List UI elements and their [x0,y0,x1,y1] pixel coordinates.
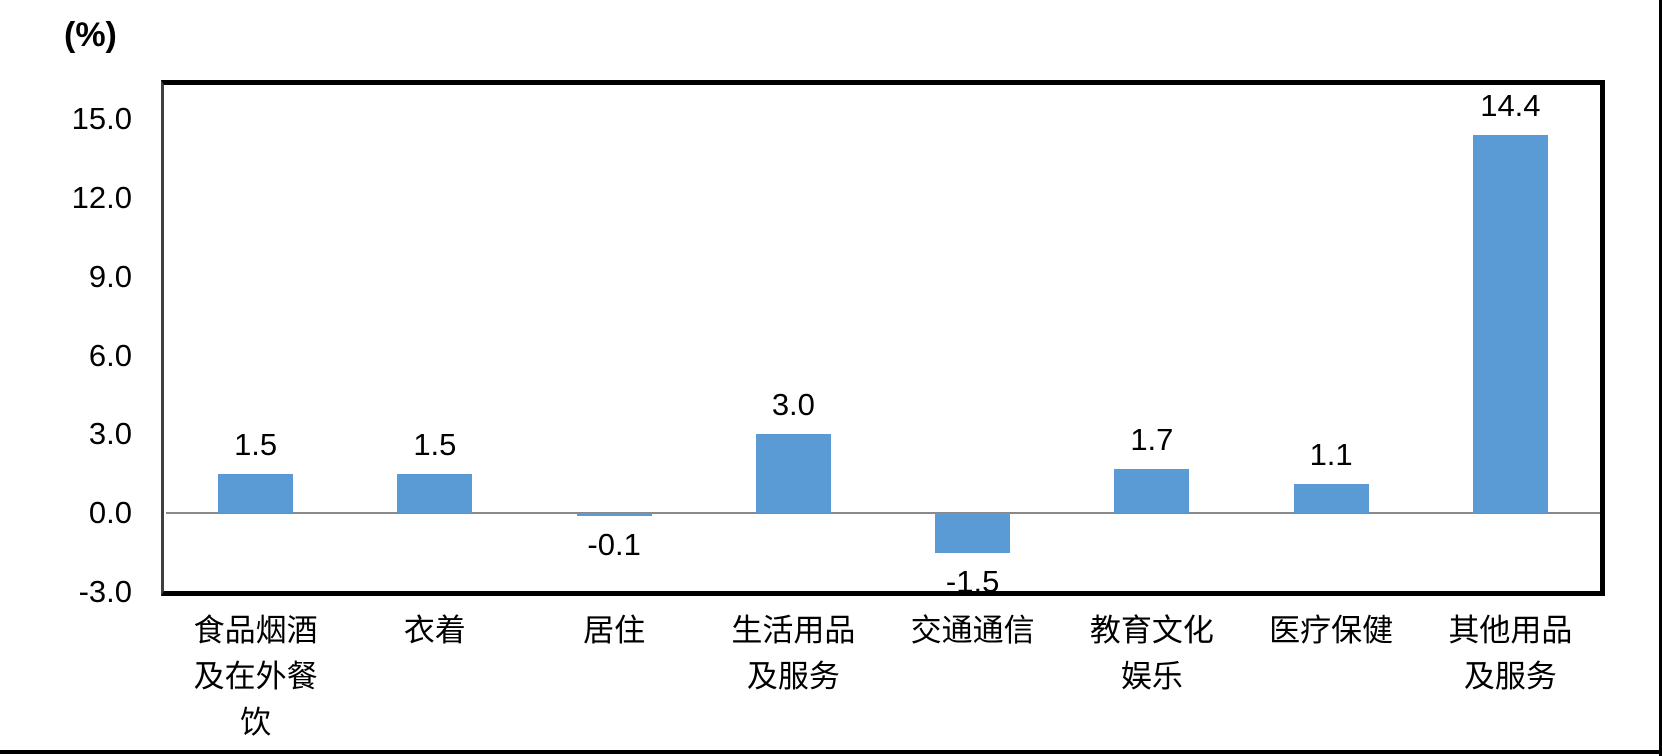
category-label: 食品烟酒 及在外餐 饮 [193,613,318,740]
bar [755,434,831,514]
bar-value-label: 1.5 [413,426,457,462]
y-tick-label: 3.0 [88,416,132,452]
bar-value-label: 3.0 [771,387,815,423]
bar [218,473,294,514]
category-label: 衣着 [403,613,466,648]
bar [935,513,1011,553]
y-tick-label: 12.0 [71,179,132,215]
category-label: 居住 [583,613,646,648]
page-bottom-border-line [0,750,1662,754]
zero-axis-line [166,512,1600,515]
category-label: 交通通信 [910,613,1035,648]
bar [397,473,473,514]
category-label: 教育文化 娱乐 [1089,613,1214,694]
page-right-border-line [1659,0,1662,756]
bar [1472,134,1548,514]
bar-value-label: 1.5 [234,426,278,462]
y-tick-label: 6.0 [88,337,132,373]
y-tick-label: 15.0 [71,101,132,137]
bar-value-label: 1.7 [1130,421,1174,457]
bar-value-label: -1.5 [945,563,1000,599]
y-tick-label: 0.0 [88,495,132,531]
y-tick-label: -3.0 [78,574,132,609]
y-axis-unit-label: (%) [64,16,117,54]
bar-value-label: 14.4 [1480,87,1541,123]
y-tick-label: 9.0 [88,258,132,294]
bar [1293,484,1369,514]
bar-value-label: 1.1 [1309,437,1353,473]
bar-value-label: -0.1 [587,526,641,562]
category-label: 生活用品 及服务 [731,613,856,694]
category-label: 其他用品 及服务 [1448,613,1573,694]
category-label: 医疗保健 [1269,613,1394,648]
bar [1114,468,1190,514]
bar [576,513,652,516]
plot-area [161,80,1605,596]
